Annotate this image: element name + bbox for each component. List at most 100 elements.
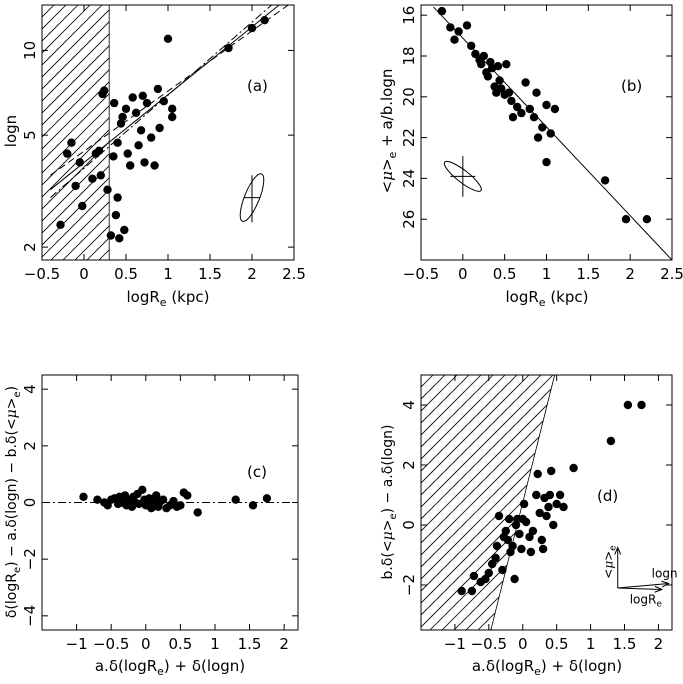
panel-d-point — [535, 508, 544, 518]
panel-a-x-label-sub: e — [160, 296, 167, 309]
panel-d-x-tick-label: −1 — [444, 635, 466, 653]
panel-a-hatch — [159, 5, 414, 260]
panel-d-point — [532, 490, 541, 500]
panel-d-frame — [420, 374, 673, 631]
panel-b-frame — [420, 4, 673, 261]
panel-d-point — [526, 547, 536, 557]
panel-c-y-axis: −4 −2 0 2 4 — [21, 384, 298, 627]
panel-d-point — [517, 544, 526, 554]
panel-a-point — [138, 91, 147, 101]
panel-c-x-tick-label: 0 — [141, 635, 151, 653]
panel-c-y-label-mu: μ — [4, 409, 20, 418]
panel-d-x-tick-label: 0 — [518, 635, 528, 653]
panel-c-points — [79, 485, 272, 517]
panel-a-point — [121, 104, 131, 114]
panel-c-point — [193, 508, 202, 517]
panel-a-hatch — [243, 5, 498, 260]
panel-a-hatch — [98, 249, 110, 260]
panel-a-point — [115, 234, 124, 243]
panel-b-y-tick-label: 26 — [400, 210, 418, 229]
panel-d-x-label-pre: a.δ(logR — [472, 657, 534, 675]
panel-a-hatch — [42, 33, 110, 102]
panel-c-y-label-sub1: e — [12, 567, 23, 573]
panel-d-hatch — [421, 375, 555, 630]
panel-d-x-tick-label: 0.5 — [545, 635, 569, 653]
panel-d-point — [457, 586, 466, 596]
panel-a-hatch — [315, 5, 570, 260]
panel-a-hatch — [207, 5, 462, 260]
panel-b-point — [467, 41, 476, 50]
panel-b-point — [446, 23, 455, 32]
panel-d-points — [457, 400, 646, 596]
panel-a-point — [140, 158, 149, 167]
panel-a-point — [163, 34, 173, 43]
panel-d-y-label-mu: μ — [380, 531, 396, 540]
panel-b-y-tick-label: 18 — [400, 46, 418, 65]
panel-b-x-tick-label: −0.5 — [403, 265, 439, 283]
panel-a-fit-line-dashed — [50, 5, 290, 176]
panel-a-y-tick-label: 10 — [21, 41, 39, 60]
panel-a-hatch — [231, 5, 486, 260]
panel-d-vector-label-2-sub: e — [656, 600, 662, 610]
panel-b-point — [546, 129, 555, 138]
panel-d-hatch — [421, 375, 554, 630]
panel-c-point — [183, 491, 192, 500]
panel-a-point — [109, 152, 118, 161]
panel-a-point — [62, 149, 72, 158]
panel-b-x-tick-label: 0.5 — [493, 265, 517, 283]
panel-b-point — [437, 6, 447, 16]
panel-b-y-tick-label: 16 — [400, 6, 418, 25]
panel-c-x-tick-label: 0.5 — [168, 635, 192, 653]
panel-d-point — [549, 520, 558, 530]
panel-d-point — [508, 541, 517, 551]
panel-c-x-tick-label: 1 — [210, 635, 220, 653]
panel-d-point — [494, 511, 504, 521]
panel-a-point — [100, 86, 109, 95]
panel-c-y-label-a: δ(logR — [4, 573, 20, 618]
panel-a-point — [150, 161, 159, 170]
panel-c-point — [93, 495, 102, 504]
panel-a-hatch — [74, 225, 110, 260]
panel-a-point — [88, 174, 97, 183]
panel-d-point — [623, 400, 633, 410]
panel-d-x-axis: −1 −0.5 0 0.5 1 1.5 2 — [444, 375, 663, 653]
panel-a-hatch — [42, 165, 110, 234]
panel-d-y-label: b.δ(<μ>e) − a.δ(logn) — [380, 425, 399, 580]
panel-c-y-label: δ(logRe) − a.δ(logn) − b.δ(<μ>e) — [4, 386, 23, 618]
panel-c-point — [79, 492, 88, 501]
panel-b-point — [521, 78, 530, 87]
panel-c-point — [138, 485, 147, 494]
panel-a-x-tick-label: 2.5 — [282, 265, 306, 283]
panel-d-point — [503, 535, 512, 545]
panel-c-label: (c) — [247, 463, 267, 481]
panel-d-point — [606, 436, 616, 446]
panel-d-hatch — [658, 375, 683, 630]
panel-a-point — [247, 23, 257, 33]
panel-a-hatch — [42, 189, 110, 258]
panel-a-x-label: logRe (kpc) — [126, 288, 209, 309]
panel-a-point — [168, 112, 177, 122]
panel-d-hatch — [421, 375, 482, 630]
panel-c-point — [176, 501, 185, 510]
panel-a-point — [224, 43, 233, 53]
panel-d-x-label-sub: e — [534, 665, 541, 678]
panel-d-hatch — [421, 375, 555, 630]
panel-a-hatch — [42, 81, 110, 150]
panel-d-y-label-a: b.δ(< — [380, 540, 396, 579]
panel-b-points — [437, 6, 652, 224]
panel-a-y-tick-label: 2 — [21, 242, 39, 252]
panel-b-point — [600, 176, 610, 185]
panel-d-y-label-b: > — [380, 520, 396, 532]
panel-c-x-label-sub: e — [157, 665, 164, 678]
panel-a-hatch — [147, 5, 402, 260]
panel-a-point — [111, 210, 121, 220]
panel-d-vector-label-0: <μ>e — [602, 545, 619, 579]
panel-d-point — [510, 574, 519, 584]
panel-a-x-tick-label: 0.5 — [114, 265, 138, 283]
panel-d-vector-label-0-sub: e — [609, 545, 619, 551]
panel-a-hatch — [42, 93, 110, 162]
panel-b-point — [532, 88, 541, 97]
panel-a-point — [56, 220, 65, 229]
